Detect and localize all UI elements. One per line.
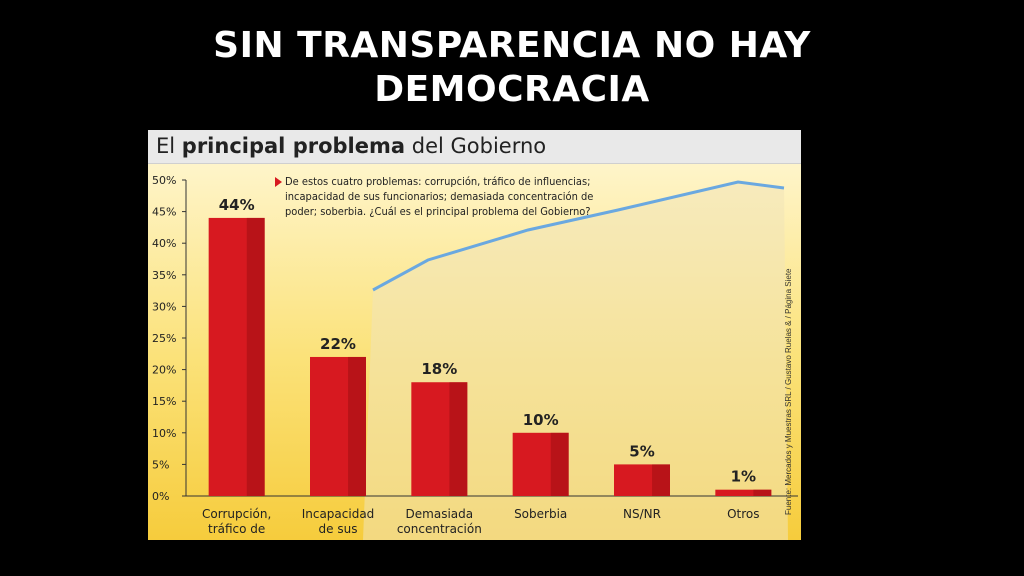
x-category-label: de sus (319, 522, 358, 536)
y-tick-label: 10% (152, 427, 176, 440)
bar-value-label: 18% (421, 360, 457, 378)
slide-title-line2: DEMOCRACIA (374, 69, 650, 110)
y-tick-label: 5% (152, 458, 169, 471)
x-category-label: NS/NR (623, 507, 661, 521)
bar-value-label: 5% (629, 442, 654, 460)
chart-header: El principal problema del Gobierno (148, 130, 801, 164)
bar-value-label: 22% (320, 335, 356, 353)
x-category-label: Soberbia (514, 507, 567, 521)
bar-shade (550, 432, 569, 496)
bar-shade (652, 464, 670, 496)
source-note: Fuente: Mercados y Muestras SRL / Gustav… (784, 268, 793, 516)
bar-value-label: 44% (219, 196, 255, 214)
bar-shade (753, 489, 772, 496)
x-category-label: concentración (397, 522, 482, 536)
y-tick-label: 45% (152, 206, 176, 219)
chart-title-part2: del Gobierno (411, 134, 547, 158)
chart-figure: El principal problema del Gobierno 0% 5% 1… (148, 130, 801, 540)
bar-value-label: 10% (523, 411, 559, 429)
y-tick-label: 0% (152, 490, 169, 503)
bar-shade (348, 356, 366, 496)
slide-title: SIN TRANSPARENCIA NO HAY DEMOCRACIA (0, 24, 1024, 112)
y-tick-label: 30% (152, 300, 176, 313)
x-category-label: Otros (727, 507, 759, 521)
y-tick-label: 15% (152, 395, 176, 408)
slide-title-line1: SIN TRANSPARENCIA NO HAY (213, 25, 811, 66)
bar-shade (246, 217, 265, 497)
y-tick-label: 25% (152, 332, 176, 345)
x-category-label: Corrupción, (202, 507, 271, 521)
chart-title: El principal problema del Gobierno (156, 134, 546, 158)
y-tick-label: 20% (152, 364, 176, 377)
x-category-label: Demasiada (406, 507, 474, 521)
building-outline (372, 180, 785, 292)
x-category-label: tráfico de (208, 522, 265, 536)
y-tick-label: 40% (152, 237, 176, 250)
bar-value-label: 1% (731, 468, 756, 486)
building-backdrop (363, 182, 788, 540)
y-tick-label: 35% (152, 269, 176, 282)
bar-shade (449, 382, 468, 496)
chart-title-bold: principal problema (181, 134, 406, 158)
y-tick-label: 50% (152, 174, 176, 187)
bar-chart: 0% 5% 10% 15% 20% 25% 30% 35% 40% 45% 50% 44% Corru… (152, 174, 798, 540)
survey-question: De estos cuatro problemas: corrupción, t… (285, 175, 594, 218)
question-marker-icon (275, 177, 282, 187)
chart-title-part1: El (156, 134, 176, 158)
x-category-label: Incapacidad (302, 507, 375, 521)
bar (715, 489, 772, 496)
